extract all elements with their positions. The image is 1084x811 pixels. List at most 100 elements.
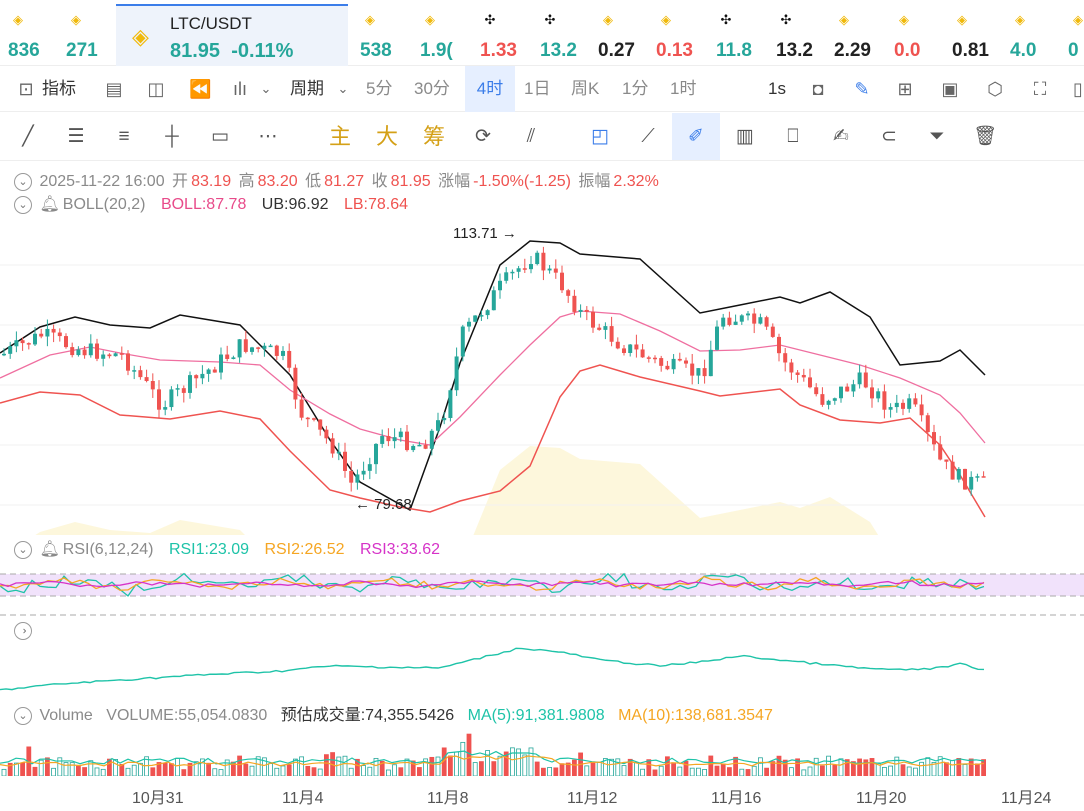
candle-body: [361, 470, 366, 475]
bell-icon[interactable]: 🔔︎: [39, 196, 60, 213]
candles-icon[interactable]: ▥: [736, 126, 754, 147]
settings-icon[interactable]: ⬡: [987, 79, 1003, 99]
volume-bar: [813, 757, 819, 776]
volume-chart[interactable]: [0, 720, 1084, 776]
camera-icon[interactable]: ◘: [812, 79, 824, 99]
more-icon[interactable]: ▯: [1073, 79, 1083, 99]
line-tool-icon[interactable]: ╱: [22, 126, 34, 147]
candle-body: [913, 398, 918, 405]
period-dropdown[interactable]: 周期: [290, 79, 324, 98]
rectangle-icon[interactable]: ▭: [211, 126, 229, 147]
expand-chevron-icon[interactable]: ⌄: [14, 622, 32, 640]
candle-body: [591, 311, 595, 328]
volume-bar: [652, 769, 658, 776]
pencil-icon[interactable]: ✎: [854, 79, 870, 99]
ruler-icon[interactable]: ⟋: [641, 126, 655, 147]
channel-icon[interactable]: ≡: [118, 126, 130, 147]
candle-body: [981, 476, 986, 478]
rsi-chart[interactable]: [0, 560, 1084, 616]
candle-body: [721, 317, 726, 327]
candle-body: [715, 326, 719, 350]
parallel-lines-icon[interactable]: ☰: [67, 126, 85, 147]
binance-logo-icon: ◈: [1015, 12, 1025, 27]
candle-body: [318, 419, 323, 430]
horizontal-line-icon[interactable]: ┼: [165, 126, 179, 147]
x-tick-label: 11月20: [856, 790, 907, 807]
candle-body: [312, 418, 316, 420]
candle-body: [157, 389, 161, 410]
chip-button[interactable]: 筹: [422, 124, 445, 149]
volume-bar: [485, 750, 491, 776]
ticker-value: 0.0: [894, 40, 921, 61]
main-button[interactable]: 主: [328, 124, 351, 149]
template-icon[interactable]: ▣: [941, 79, 959, 99]
bell-icon[interactable]: 🔔︎: [39, 541, 60, 558]
interval-1d[interactable]: 1日: [524, 79, 551, 98]
candle-body: [783, 353, 788, 363]
more-tools-icon[interactable]: ⋯: [258, 126, 278, 147]
interval-week[interactable]: 周K: [571, 79, 600, 98]
calendar-icon[interactable]: ▤: [105, 79, 123, 99]
layout-icon[interactable]: ◫: [147, 79, 165, 99]
volume-bar: [584, 765, 590, 776]
candle-body: [299, 399, 304, 418]
chevron-down-icon[interactable]: ⌄: [337, 81, 349, 96]
collapse-chevron-icon[interactable]: ⌄: [14, 707, 32, 725]
collapse-chevron-icon[interactable]: ⌄: [14, 196, 32, 214]
add-chart-icon[interactable]: ⊞: [897, 79, 913, 99]
ticker-value: 1.9(: [420, 40, 453, 61]
volume-bar: [956, 758, 962, 776]
candle-type-icon[interactable]: ılı: [232, 79, 247, 99]
volume-bar: [385, 769, 391, 776]
binance-logo-icon: ◈: [957, 12, 967, 27]
candle-body: [237, 339, 242, 358]
filter-icon[interactable]: ⏷: [929, 126, 945, 147]
candle-body: [956, 468, 961, 480]
volume-bar: [63, 762, 69, 776]
trash-icon[interactable]: 🗑: [973, 126, 998, 147]
volume-bar: [764, 767, 769, 776]
note-icon[interactable]: ✍: [833, 126, 849, 147]
indicator2-chart[interactable]: [0, 640, 1084, 696]
candle-body: [243, 339, 248, 352]
ticker-value: 836: [8, 40, 40, 61]
volume-bar: [410, 760, 416, 776]
collapse-chevron-icon[interactable]: ⌄: [14, 173, 32, 191]
indicators-button[interactable]: 指标: [42, 79, 76, 98]
candle-body: [839, 386, 843, 399]
candlestick-chart[interactable]: [0, 205, 1084, 535]
interval-4h[interactable]: 4时: [465, 66, 515, 112]
chevron-down-icon[interactable]: ⌄: [260, 81, 272, 96]
box-icon[interactable]: ⎕: [787, 126, 799, 147]
volume-bar: [150, 767, 156, 776]
volume-bar: [981, 759, 986, 776]
active-ticker-cell[interactable]: ◈ LTC/USDT 81.95 -0.11%: [116, 4, 348, 66]
volume-bar: [32, 766, 38, 776]
fullscreen-icon[interactable]: ⛶: [1033, 79, 1047, 99]
interval-1m[interactable]: 1分: [622, 79, 649, 98]
candle-body: [876, 391, 881, 399]
volume-bar: [57, 757, 63, 776]
big-button[interactable]: 大: [375, 124, 398, 149]
sync-icon[interactable]: ⟳: [475, 126, 491, 147]
volume-bar: [646, 759, 652, 776]
interval-30m[interactable]: 30分: [414, 79, 450, 98]
candle-body: [212, 369, 217, 373]
volume-bar: [801, 769, 807, 776]
collapse-chevron-icon[interactable]: ⌄: [14, 541, 32, 559]
magnet-icon[interactable]: ⊂: [881, 126, 897, 147]
brush-icon[interactable]: ✐: [688, 126, 704, 147]
candle-body: [305, 417, 310, 420]
volume-bar: [100, 768, 106, 776]
interval-5m[interactable]: 5分: [366, 79, 393, 98]
split-icon[interactable]: ⫽: [526, 126, 536, 147]
active-pair-price: 81.95 -0.11%: [170, 40, 294, 62]
replay-icon[interactable]: ⏪: [189, 79, 212, 99]
candle-body: [386, 436, 391, 442]
indicator-icon[interactable]: ⊡: [18, 79, 34, 99]
interval-1h[interactable]: 1时: [670, 79, 697, 98]
bookmark-icon[interactable]: ◰: [591, 126, 609, 147]
candle-body: [640, 349, 645, 358]
refresh-speed[interactable]: 1s: [768, 79, 786, 98]
candle-body: [659, 358, 664, 366]
